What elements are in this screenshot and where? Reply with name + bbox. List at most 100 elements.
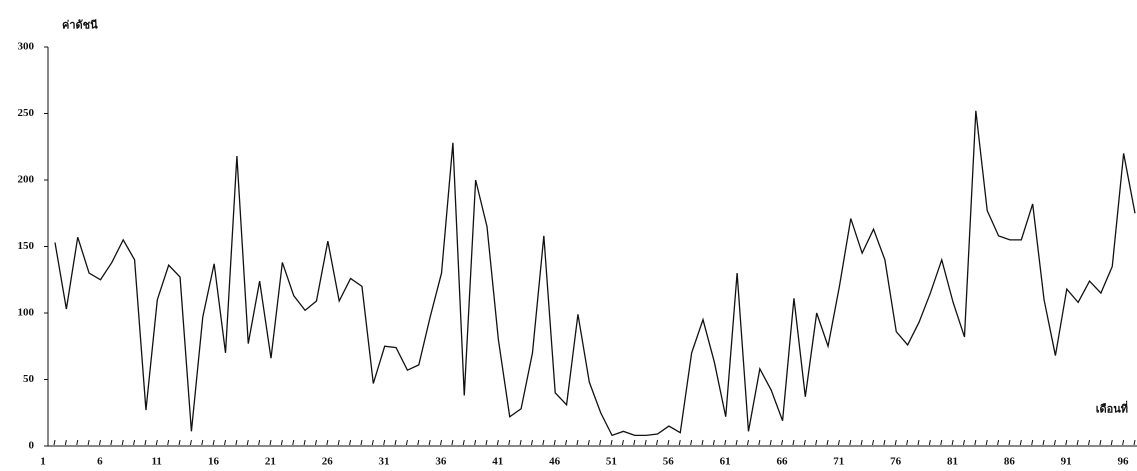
x-minor-tick [110,439,113,446]
x-minor-tick [326,439,329,446]
x-minor-tick [906,439,909,446]
x-tick-label: 1 [40,456,46,468]
x-minor-tick [985,439,988,446]
x-minor-tick [815,439,818,446]
y-tick-label: 200 [18,174,35,186]
x-minor-tick [872,439,875,446]
x-minor-tick [644,439,647,446]
x-tick-label: 31 [379,456,390,468]
x-minor-tick [87,439,90,446]
x-minor-tick [246,439,249,446]
x-minor-tick [599,439,602,446]
x-minor-tick [1122,439,1125,446]
x-minor-tick [530,439,533,446]
x-minor-tick [758,439,761,446]
x-minor-tick [746,439,749,446]
x-minor-tick [724,439,727,446]
x-tick-label: 61 [720,456,731,468]
x-minor-tick [53,439,56,446]
x-minor-tick [280,439,283,446]
x-minor-tick [553,439,556,446]
x-tick-label: 91 [1061,456,1072,468]
x-tick-label: 16 [208,456,220,468]
x-minor-tick [314,439,317,446]
x-minor-tick [144,439,147,446]
x-tick-label: 96 [1118,456,1130,468]
x-minor-tick [587,439,590,446]
x-tick-label: 36 [435,456,447,468]
x-minor-tick [394,439,397,446]
x-minor-tick [1008,439,1011,446]
x-minor-tick [701,439,704,446]
x-tick-label: 41 [492,456,503,468]
x-tick-label: 81 [947,456,958,468]
x-minor-tick [1099,439,1102,446]
x-minor-tick [894,439,897,446]
x-minor-tick [769,439,772,446]
x-minor-tick [428,439,431,446]
x-tick-label: 51 [606,456,617,468]
x-minor-tick [269,439,272,446]
x-minor-tick [542,439,545,446]
x-tick-label: 71 [833,456,844,468]
x-minor-tick [76,439,79,446]
x-tick-label: 76 [890,456,902,468]
x-tick-label: 26 [322,456,334,468]
x-minor-tick [371,439,374,446]
x-axis-label: เดือนที่ [1096,401,1128,416]
y-tick-label: 150 [18,240,35,252]
y-tick-label: 300 [18,41,35,53]
x-minor-tick [360,439,363,446]
x-minor-tick [690,439,693,446]
x-minor-tick [258,439,261,446]
y-tick-label: 250 [18,107,35,119]
x-minor-tick [64,439,67,446]
x-tick-label: 11 [151,456,161,468]
x-minor-tick [997,439,1000,446]
x-minor-tick [1065,439,1068,446]
x-tick-label: 6 [97,456,103,468]
x-minor-tick [1019,439,1022,446]
x-minor-tick [519,439,522,446]
x-minor-tick [337,439,340,446]
x-minor-tick [1133,439,1136,446]
x-minor-tick [781,439,784,446]
x-minor-tick [883,439,886,446]
x-minor-tick [656,439,659,446]
x-minor-tick [849,439,852,446]
x-minor-tick [712,439,715,446]
x-minor-tick [178,439,181,446]
y-tick-label: 0 [29,440,35,452]
x-minor-tick [485,439,488,446]
x-minor-tick [1031,439,1034,446]
x-minor-tick [235,439,238,446]
y-tick-label: 50 [23,373,35,385]
x-minor-tick [962,439,965,446]
x-minor-tick [565,439,568,446]
x-tick-label: 21 [265,456,276,468]
x-minor-tick [621,439,624,446]
x-minor-tick [189,439,192,446]
x-minor-tick [576,439,579,446]
x-minor-tick [349,439,352,446]
x-minor-tick [201,439,204,446]
x-minor-tick [837,439,840,446]
x-minor-tick [678,439,681,446]
x-minor-tick [951,439,954,446]
x-minor-tick [292,439,295,446]
x-minor-tick [462,439,465,446]
x-minor-tick [98,439,101,446]
x-tick-label: 46 [549,456,561,468]
x-minor-tick [451,439,454,446]
x-minor-tick [440,439,443,446]
x-tick-label: 56 [663,456,675,468]
x-minor-tick [405,439,408,446]
x-minor-tick [496,439,499,446]
x-minor-tick [1110,439,1113,446]
x-minor-tick [224,439,227,446]
x-minor-tick [167,439,170,446]
x-minor-tick [212,439,215,446]
x-minor-tick [1076,439,1079,446]
x-minor-tick [803,439,806,446]
